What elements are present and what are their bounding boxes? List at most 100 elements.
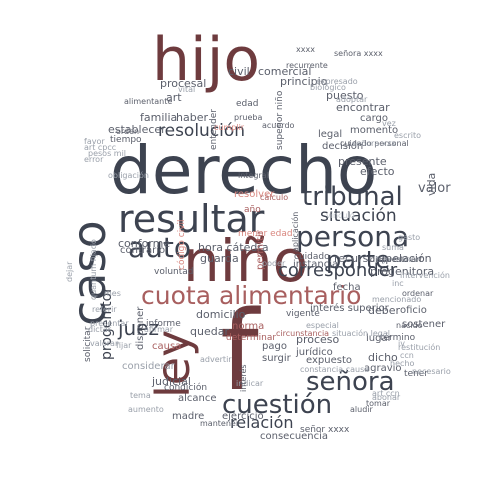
word-cloud-word: mantener xyxy=(200,419,240,428)
word-cloud-word: proceso xyxy=(296,333,340,346)
word-cloud-word: art xyxy=(166,91,182,104)
word-cloud-word: art cpcc xyxy=(84,143,117,152)
word-cloud-word: aumento xyxy=(128,405,164,414)
word-cloud-word: prueba xyxy=(234,113,263,122)
word-cloud-word: iv xyxy=(398,339,405,348)
word-cloud-word: resultar xyxy=(118,197,265,241)
word-cloud-word: intervención xyxy=(400,271,450,280)
word-cloud-word: poder xyxy=(262,259,286,268)
word-cloud-word: condición xyxy=(164,383,208,393)
word-cloud-word: momento xyxy=(350,125,399,136)
word-cloud-word: dispuesto art xyxy=(370,255,423,264)
word-cloud-word: afirmar xyxy=(144,325,174,334)
word-cloud-word: tener xyxy=(404,369,429,379)
word-cloud-word: niño xyxy=(183,227,309,295)
word-cloud-word: f xyxy=(220,287,259,415)
word-cloud-word: vínculo xyxy=(326,211,355,220)
word-cloud-word: juez xyxy=(118,316,160,340)
word-cloud-word: derecho xyxy=(110,132,378,209)
word-cloud-word: hijo xyxy=(152,25,261,95)
word-cloud-word: integral xyxy=(238,171,269,180)
word-cloud-word: instancia xyxy=(293,259,339,270)
word-cloud-word: alimentante xyxy=(124,97,173,106)
word-cloud-word: cuota alimentario xyxy=(141,281,362,310)
word-cloud-word: error xyxy=(84,155,104,164)
word-cloud-word: efecto xyxy=(360,165,395,178)
word-cloud-word: interés superior xyxy=(310,303,389,314)
word-cloud-word: adoptar xyxy=(336,95,368,104)
word-cloud-word: necesario xyxy=(412,367,451,376)
word-cloud-word: circunstancia xyxy=(276,329,330,338)
word-cloud-word: fecha xyxy=(333,282,361,293)
word-cloud-word: tribunal xyxy=(302,182,403,212)
word-cloud-word: escrito xyxy=(394,131,422,140)
word-cloud-word: vez xyxy=(382,119,396,128)
word-cloud-word: relación xyxy=(230,413,294,432)
word-cloud-word: hecho xyxy=(390,359,415,368)
word-cloud-word: dejar xyxy=(65,261,74,282)
word-cloud-word: menor edad xyxy=(238,229,293,239)
word-cloud-word: tiempo xyxy=(110,135,142,145)
word-cloud-word: presentar xyxy=(90,319,129,328)
word-cloud-word: quantum fijado xyxy=(89,239,98,300)
word-cloud-word: madre xyxy=(172,411,205,422)
word-cloud-word: tema xyxy=(130,391,151,400)
word-cloud-word: expresado xyxy=(316,77,358,86)
word-cloud-word: expuesto xyxy=(306,355,352,366)
word-cloud-word: acuerdo xyxy=(262,121,295,130)
word-cloud-word: recurrente xyxy=(286,61,328,70)
word-cloud-word: resolver xyxy=(234,189,275,200)
word-cloud-word: obligación xyxy=(108,171,149,180)
word-cloud-word: hora cátedra xyxy=(198,241,269,254)
word-cloud-word: pago xyxy=(262,341,287,352)
word-cloud-word: establecer xyxy=(108,123,166,136)
word-cloud-word: xxxx xyxy=(296,45,315,54)
word-cloud-word: abonar xyxy=(372,393,401,402)
word-cloud-word: considerar xyxy=(122,361,175,372)
word-cloud-word: valorar xyxy=(90,339,119,348)
word-cloud-word: interés xyxy=(239,364,248,392)
word-cloud-word: señora xyxy=(306,367,395,397)
word-cloud-word: determinar xyxy=(226,333,277,343)
word-cloud-word: cuidado xyxy=(294,252,330,262)
word-cloud-word: mencionado xyxy=(372,295,422,304)
word-cloud-word: parte xyxy=(326,246,390,274)
word-cloud-word: recurso apelación xyxy=(334,252,432,265)
word-cloud-word: referir xyxy=(92,305,117,314)
word-cloud-word: principio xyxy=(280,75,328,88)
word-cloud-word: biológico xyxy=(310,83,346,92)
word-cloud-word: valor xyxy=(418,181,451,196)
word-cloud-word: vigente xyxy=(286,309,320,319)
word-cloud-word: advertir xyxy=(200,355,232,364)
word-cloud-word: dictar xyxy=(88,325,112,334)
word-cloud-word: sostener xyxy=(402,319,446,330)
word-cloud-word: haber xyxy=(176,111,208,124)
word-cloud-word: comercial xyxy=(258,65,312,78)
word-cloud-word: cumplir xyxy=(214,123,245,132)
word-cloud-word: gasto xyxy=(398,233,421,242)
word-cloud-word: favor xyxy=(84,137,105,146)
word-cloud-word: cuestión xyxy=(222,390,333,420)
word-cloud-word: cargo xyxy=(360,113,389,124)
word-cloud-word: voluntad xyxy=(154,267,194,277)
word-cloud-word: civil xyxy=(228,65,250,78)
word-cloud-word: fijar xyxy=(116,341,132,350)
word-cloud-word: situación xyxy=(320,206,397,226)
word-cloud-word: término xyxy=(380,333,416,343)
word-cloud-word: cálculo xyxy=(260,193,289,202)
word-cloud-word: aplicación xyxy=(291,211,300,252)
word-cloud-word: deber xyxy=(368,304,401,317)
word-cloud-word: causa xyxy=(152,341,182,352)
word-cloud-word: constancia causa xyxy=(300,365,370,374)
word-cloud-word: orden xyxy=(116,127,140,136)
word-cloud-word: surgir xyxy=(262,353,291,364)
word-cloud-word: informe xyxy=(146,319,181,329)
word-cloud-word: suma xyxy=(382,243,404,252)
word-cloud-word: indicar xyxy=(236,379,264,388)
word-cloud-word: ejercicio xyxy=(222,411,264,422)
word-cloud-word: inc xyxy=(392,279,404,288)
word-cloud-word: puesto xyxy=(326,89,364,102)
word-cloud-word: lugar xyxy=(366,333,392,344)
word-cloud-word: domicilio xyxy=(196,308,246,321)
